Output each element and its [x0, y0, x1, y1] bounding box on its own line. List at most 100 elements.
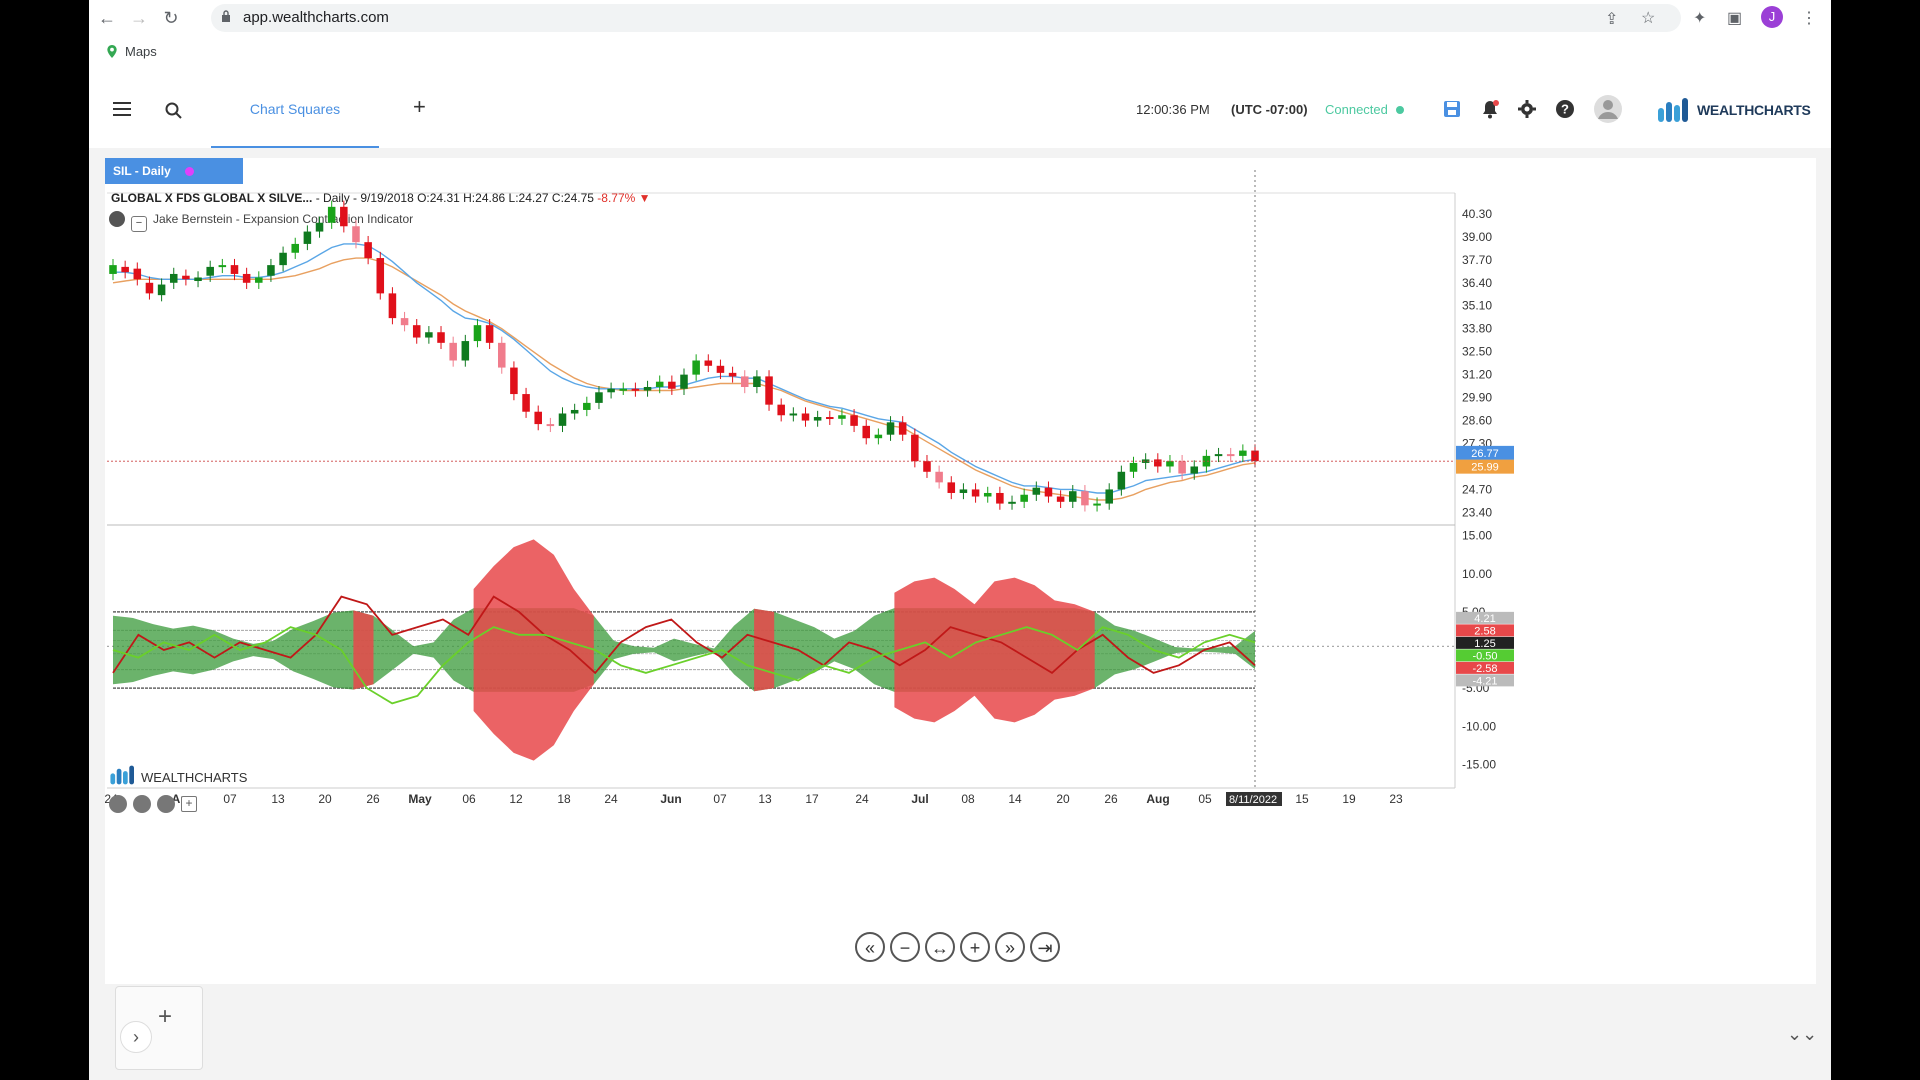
star-icon[interactable]: ☆: [1641, 10, 1656, 27]
forward-icon[interactable]: →: [130, 8, 148, 28]
date-tick-label: Jul: [911, 792, 928, 806]
candle-body: [425, 332, 433, 338]
menu-kebab-icon[interactable]: ⋮: [1801, 10, 1817, 27]
osc-tick-label: -15.00: [1462, 757, 1496, 771]
bookmark-maps[interactable]: Maps: [107, 44, 157, 59]
scroll-forward-button[interactable]: »: [995, 932, 1025, 962]
logo-wordmark: WEALTHCHARTS: [1697, 102, 1811, 118]
candle-body: [655, 381, 664, 387]
timezone[interactable]: (UTC -07:00): [1231, 102, 1308, 117]
share-icon[interactable]: ⇪: [1605, 11, 1619, 28]
candle-body: [461, 341, 470, 361]
chart-canvas[interactable]: 40.30 39.00 37.70 36.40 35.10 33.80 32.50 31.20…: [105, 158, 1816, 984]
candle-body: [971, 489, 980, 497]
profile-avatar[interactable]: J: [1761, 6, 1783, 28]
date-tick-label: 24: [604, 792, 618, 806]
date-tick-label: 12: [509, 792, 523, 806]
back-icon[interactable]: ←: [98, 8, 116, 28]
user-avatar-icon[interactable]: [1593, 94, 1623, 124]
candle-body: [1008, 501, 1016, 504]
candle-body: [255, 277, 263, 283]
candle-body: [121, 266, 129, 273]
alert-bell-icon[interactable]: [1479, 98, 1501, 120]
osc-badge: [1456, 674, 1514, 687]
crosshair-date-label: 8/11/2022: [1229, 794, 1277, 806]
address-bar[interactable]: app.wealthcharts.com ⇪ ☆: [211, 4, 1681, 32]
ohlc-info: GLOBAL X FDS GLOBAL X SILVE... - Daily -…: [111, 191, 651, 205]
symbol-tab[interactable]: SIL - Daily: [105, 158, 243, 184]
candle-body: [753, 376, 761, 387]
indicator-legend: − Jake Bernstein - Expansion Contraction …: [109, 211, 413, 232]
candle-body: [935, 471, 943, 483]
help-icon[interactable]: ?: [1554, 98, 1576, 120]
date-tick-label: 20: [318, 792, 332, 806]
osc-badge: [1456, 661, 1514, 674]
indicator-collapse-icon[interactable]: −: [131, 216, 147, 232]
candle-body: [1129, 462, 1138, 472]
candle-body: [619, 388, 628, 391]
add-tab-icon[interactable]: +: [413, 94, 426, 119]
candle-body: [898, 422, 907, 435]
scroll-to-start-button[interactable]: «: [855, 932, 885, 962]
candle-body: [570, 409, 579, 414]
status-dot: [1395, 106, 1404, 114]
watermark-text: WEALTHCHARTS: [141, 770, 248, 785]
candle-body: [777, 404, 785, 416]
subchart-up-icon[interactable]: [157, 795, 175, 813]
candle-body: [1117, 471, 1126, 490]
candle-body: [510, 367, 518, 395]
content-area: SIL - Daily GLOBAL X FDS GLOBAL X SILVE.…: [89, 148, 1831, 1080]
candle-body: [218, 265, 227, 268]
candle-body: [437, 332, 445, 343]
extensions-icon[interactable]: ✦: [1693, 10, 1707, 27]
settings-gear-icon[interactable]: [1516, 98, 1538, 120]
indicator-remove-icon[interactable]: [109, 211, 125, 227]
low-value: L:24.27: [508, 191, 549, 205]
side-panel-icon[interactable]: ▣: [1727, 10, 1743, 27]
symbol-color-dot[interactable]: [184, 167, 194, 176]
tab-chart-squares[interactable]: Chart Squares: [211, 72, 379, 149]
candle-body: [813, 417, 822, 421]
scroll-to-end-button[interactable]: ⇥: [1030, 932, 1060, 962]
price-badge-label: 26.77: [1471, 448, 1499, 460]
candle-body: [1178, 461, 1186, 474]
date-tick-label: 13: [758, 792, 772, 806]
candle-body: [1020, 494, 1028, 502]
candle-body: [303, 231, 312, 244]
add-chart-icon[interactable]: +: [158, 1003, 173, 1030]
candle-body: [1202, 455, 1211, 467]
candle-body: [850, 415, 858, 426]
date-tick-label: 26: [1104, 792, 1118, 806]
date-tick-label: Aug: [1146, 792, 1169, 806]
candle-body: [1141, 459, 1150, 463]
svg-text:?: ?: [1561, 102, 1569, 117]
candle-body: [911, 434, 919, 462]
add-chart-card[interactable]: + ›: [115, 986, 203, 1070]
collapse-icon[interactable]: ⌄⌄: [1787, 1024, 1818, 1044]
expand-panel-button[interactable]: ›: [120, 1021, 152, 1053]
subchart-remove-icon[interactable]: [109, 795, 127, 813]
save-icon[interactable]: [1441, 98, 1463, 120]
reload-icon[interactable]: ↻: [163, 8, 179, 28]
fit-width-button[interactable]: ↔: [925, 932, 955, 962]
search-icon[interactable]: [165, 102, 183, 120]
subchart-add-icon[interactable]: +: [181, 796, 197, 812]
price-tick-label: 31.20: [1462, 368, 1492, 382]
expansion-area: [894, 577, 1095, 723]
wealthcharts-logo-mark: [1658, 98, 1688, 122]
candle-body: [1068, 491, 1077, 502]
candle-body: [668, 381, 676, 389]
candle-body: [801, 413, 810, 421]
date-tick-label: 26: [366, 792, 380, 806]
date-tick-label: 07: [223, 792, 237, 806]
candle-body: [364, 242, 372, 259]
candle-body: [1239, 450, 1247, 456]
subchart-down-icon[interactable]: [133, 795, 151, 813]
hamburger-menu-icon[interactable]: [113, 102, 131, 116]
candle-body: [1190, 466, 1199, 474]
zoom-out-button[interactable]: −: [890, 932, 920, 962]
app-screen: ← → ↻ app.wealthcharts.com ⇪ ☆ ✦ ▣ J ⋮ M…: [89, 0, 1831, 1080]
high-value: H:24.86: [463, 191, 506, 205]
zoom-in-button[interactable]: +: [960, 932, 990, 962]
price-tick-label: 29.90: [1462, 391, 1492, 405]
